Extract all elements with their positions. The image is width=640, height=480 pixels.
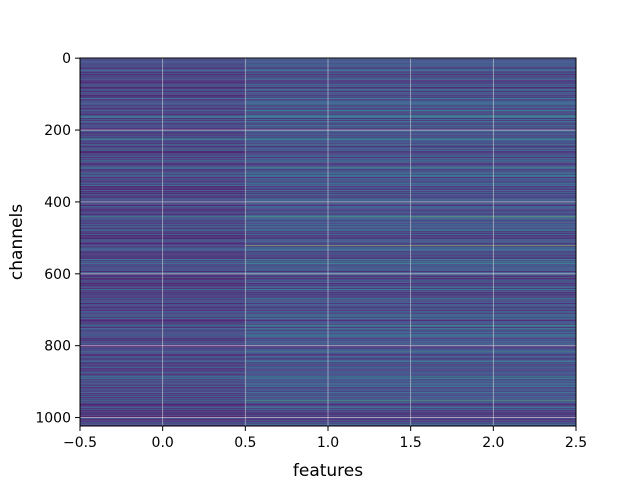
x-axis: −0.5 0.0 0.5 1.0 1.5 2.0 2.5: [63, 426, 587, 451]
y-axis: 0 200 400 600 800 1000: [35, 51, 80, 427]
x-tick-label: 2.0: [482, 435, 504, 451]
y-tick-label: 600: [44, 267, 71, 283]
y-axis-title: channels: [7, 204, 27, 280]
x-tick-label: 0.0: [152, 435, 174, 451]
x-tick-label: −0.5: [63, 435, 97, 451]
x-tick-label: 1.5: [400, 435, 422, 451]
y-tick-label: 1000: [35, 411, 71, 427]
y-tick-label: 0: [62, 51, 71, 67]
x-tick-label: 0.5: [234, 435, 256, 451]
y-tick-label: 200: [44, 123, 71, 139]
y-tick-label: 400: [44, 195, 71, 211]
y-tick-label: 800: [44, 339, 71, 355]
x-axis-title: features: [293, 461, 363, 480]
x-tick-label: 1.0: [317, 435, 339, 451]
x-tick-label: 2.5: [565, 435, 587, 451]
